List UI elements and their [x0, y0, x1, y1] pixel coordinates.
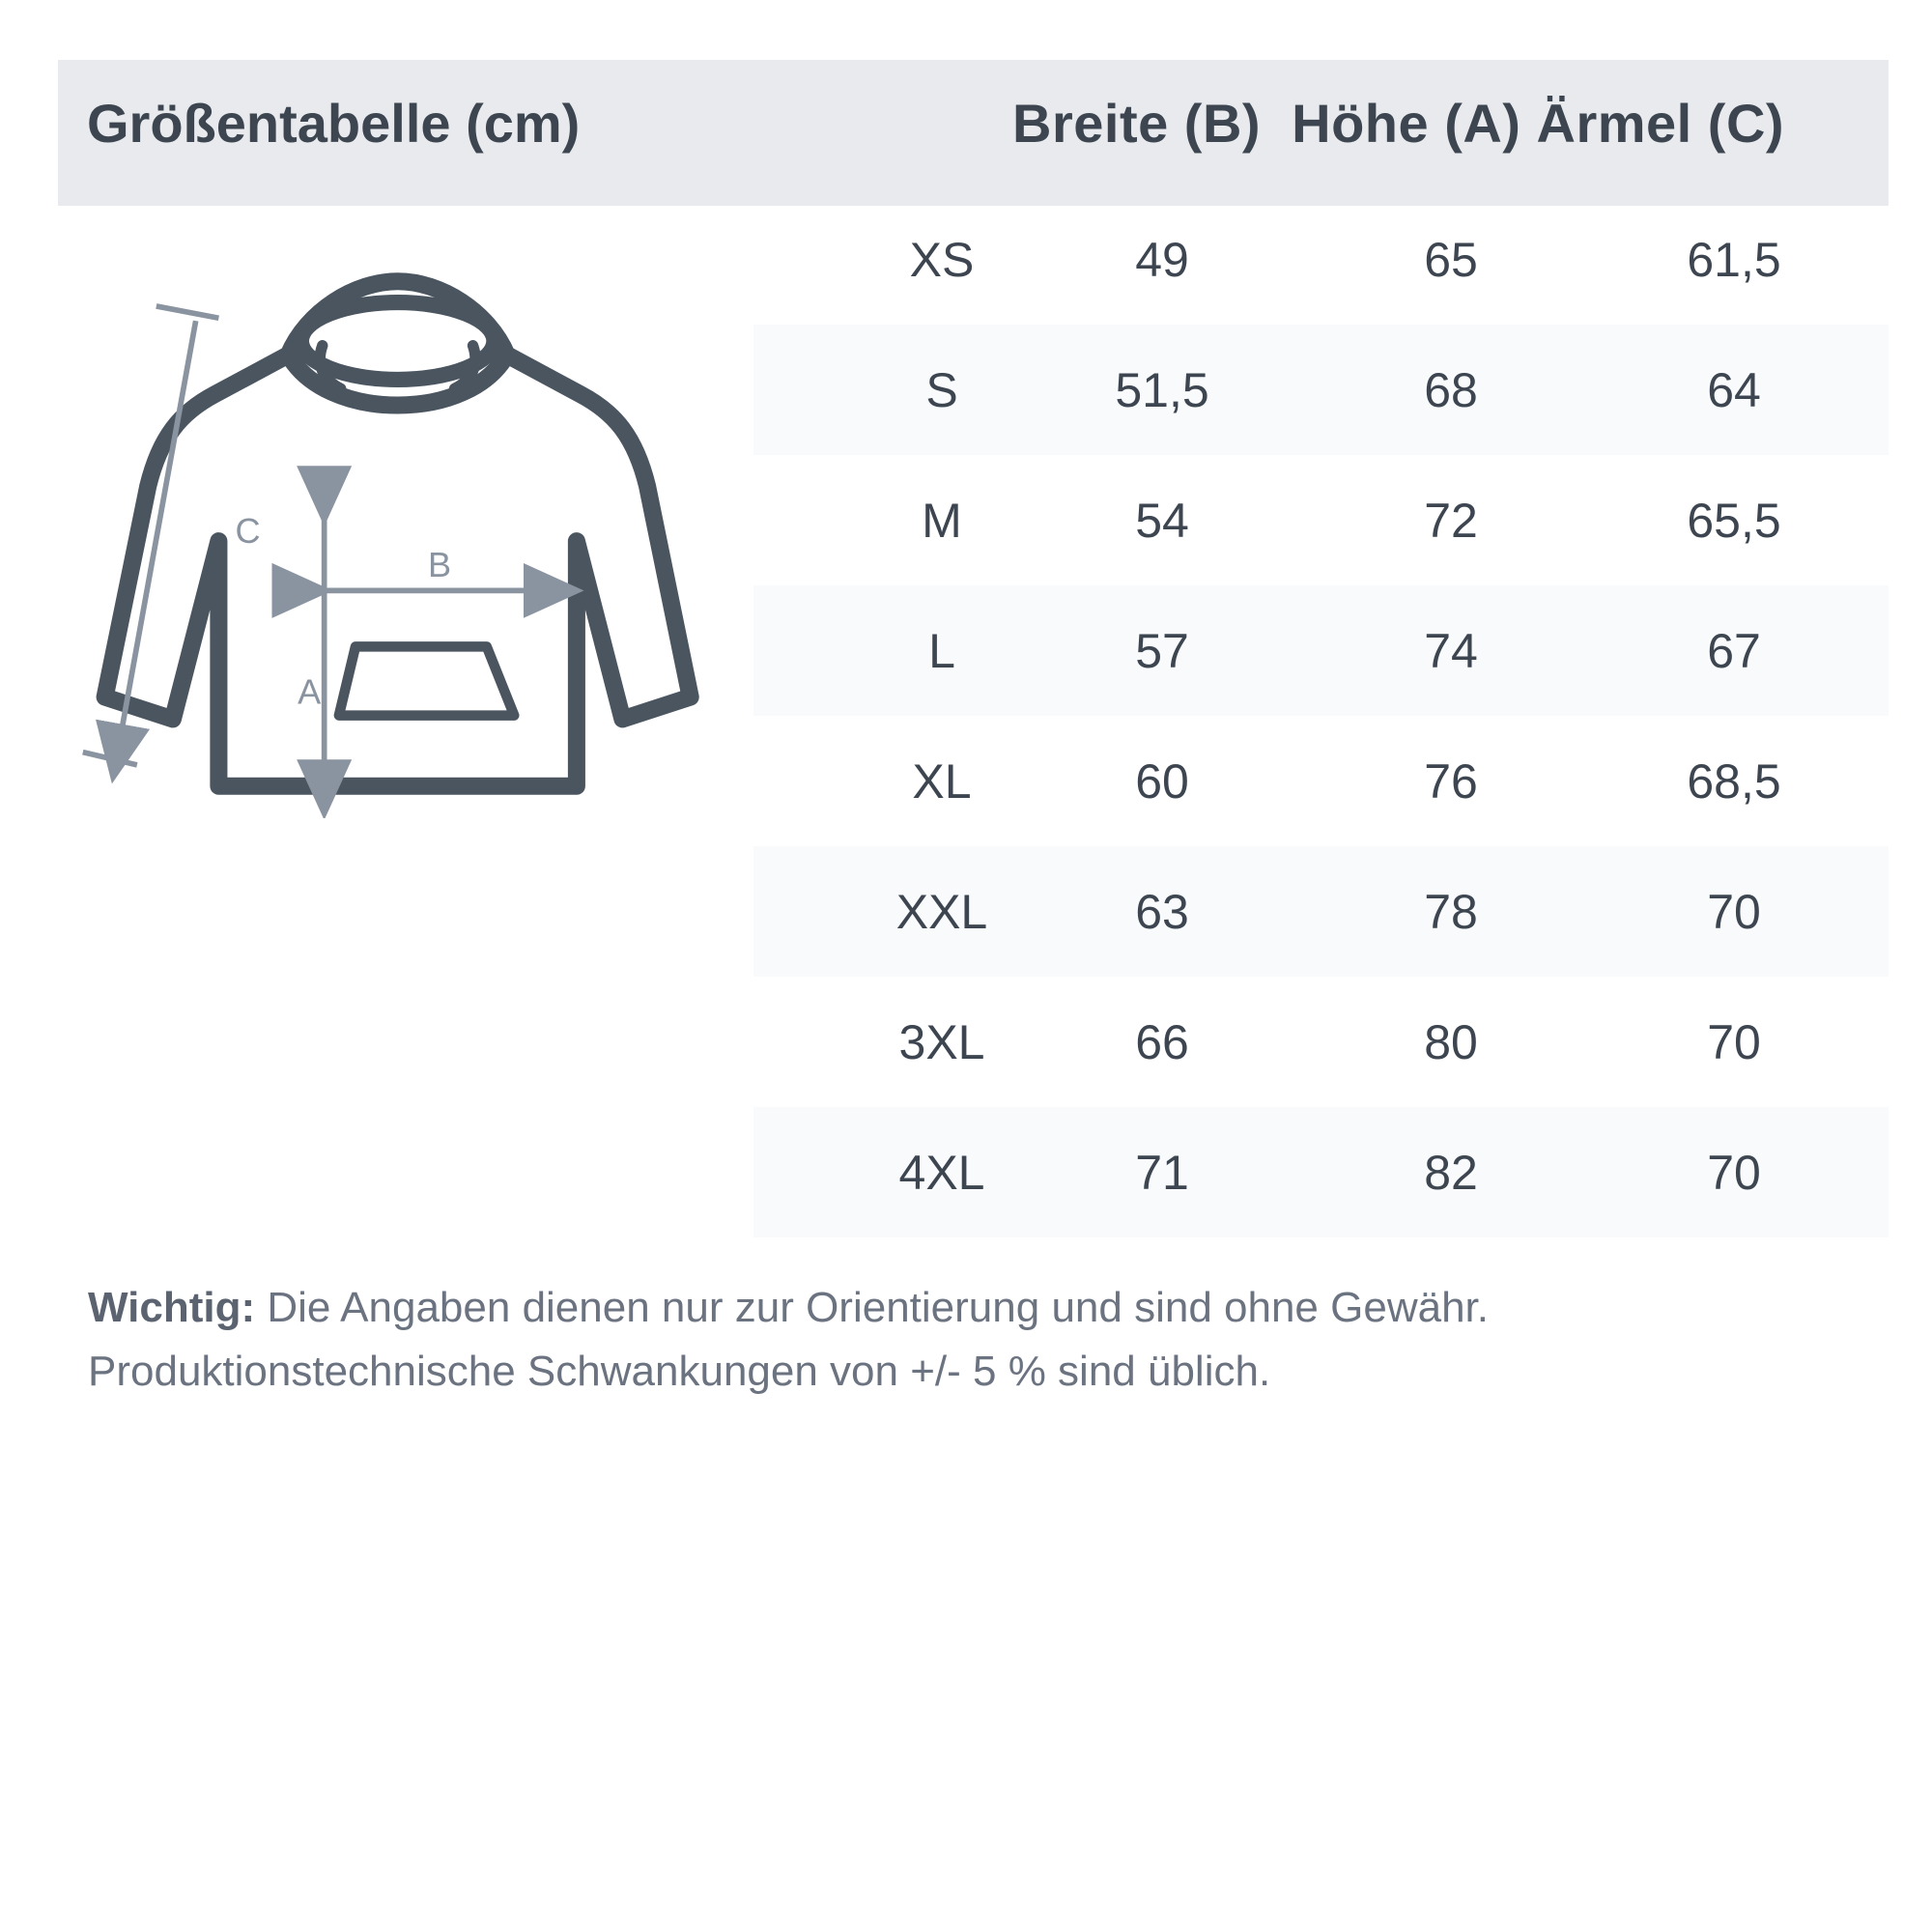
- svg-text:B: B: [428, 545, 451, 584]
- svg-text:C: C: [236, 511, 261, 551]
- svg-text:A: A: [298, 671, 321, 711]
